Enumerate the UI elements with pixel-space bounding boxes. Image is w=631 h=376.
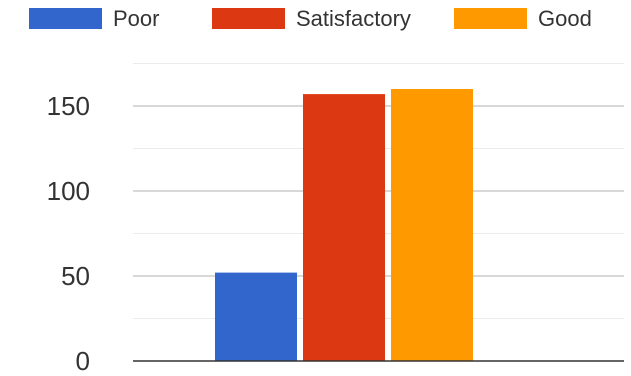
legend-item-poor[interactable]: Poor bbox=[29, 6, 159, 31]
legend-label: Poor bbox=[113, 6, 159, 31]
legend-swatch bbox=[454, 8, 527, 29]
legend-swatch bbox=[29, 8, 102, 29]
y-axis-ticks: 0 50 100 150 bbox=[47, 91, 90, 371]
legend: Poor Satisfactory Good bbox=[29, 6, 592, 31]
legend-item-satisfactory[interactable]: Satisfactory bbox=[212, 6, 411, 31]
legend-swatch bbox=[212, 8, 285, 29]
y-tick-label: 150 bbox=[47, 91, 90, 121]
bar-poor[interactable] bbox=[215, 273, 297, 361]
bars bbox=[215, 89, 473, 361]
legend-label: Good bbox=[538, 6, 592, 31]
legend-label: Satisfactory bbox=[296, 6, 411, 31]
bar-satisfactory[interactable] bbox=[303, 94, 385, 361]
y-tick-label: 50 bbox=[61, 261, 90, 291]
bar-good[interactable] bbox=[391, 89, 473, 361]
y-tick-label: 0 bbox=[76, 346, 90, 371]
legend-item-good[interactable]: Good bbox=[454, 6, 592, 31]
y-tick-label: 100 bbox=[47, 176, 90, 206]
